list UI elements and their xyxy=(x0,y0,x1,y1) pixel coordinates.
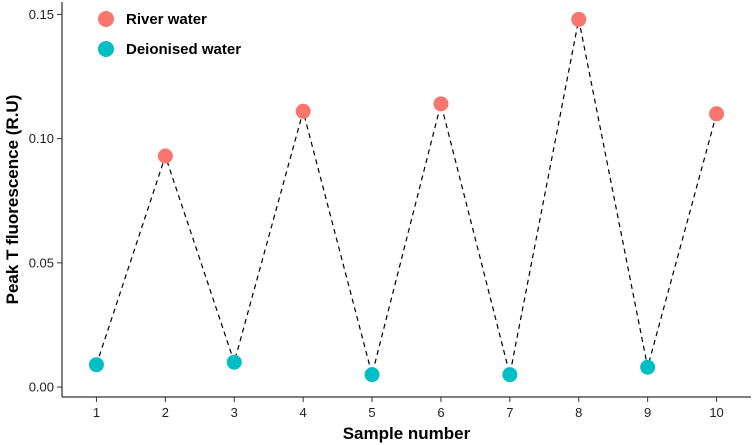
x-tick-label: 4 xyxy=(300,405,307,420)
y-tick-label: 0.05 xyxy=(29,255,54,270)
data-point xyxy=(226,354,242,370)
y-tick-label: 0.00 xyxy=(29,380,54,395)
data-point xyxy=(640,359,656,375)
y-tick-label: 0.10 xyxy=(29,131,54,146)
plot-frame xyxy=(61,2,751,398)
x-tick-label: 6 xyxy=(437,405,444,420)
y-axis-title: Peak T fluorescence (R.U) xyxy=(3,95,22,305)
x-tick-label: 9 xyxy=(644,405,651,420)
x-tick-label: 1 xyxy=(93,405,100,420)
x-tick-label: 5 xyxy=(368,405,375,420)
y-tick-label: 0.15 xyxy=(29,7,54,22)
x-tick-label: 2 xyxy=(162,405,169,420)
x-axis-title: Sample number xyxy=(343,424,471,443)
x-tick-label: 8 xyxy=(575,405,582,420)
data-points xyxy=(88,11,725,383)
y-axis: 0.00 0.05 0.10 0.15 xyxy=(29,7,62,395)
connecting-dashed-line xyxy=(95,19,718,375)
series-connecting-line xyxy=(95,19,718,375)
x-tick-label: 3 xyxy=(231,405,238,420)
x-axis: 1 2 3 4 5 6 7 8 9 10 xyxy=(93,397,724,420)
x-tick-label: 10 xyxy=(709,405,723,420)
data-point xyxy=(502,367,518,383)
legend-marker xyxy=(98,41,114,57)
data-point xyxy=(571,11,587,27)
data-point xyxy=(295,103,311,119)
data-point xyxy=(709,106,725,122)
legend-label: River water xyxy=(126,11,207,28)
data-point xyxy=(433,96,449,112)
data-point xyxy=(157,148,173,164)
legend: River water Deionised water xyxy=(98,11,241,58)
legend-label: Deionised water xyxy=(126,41,241,58)
x-tick-label: 7 xyxy=(506,405,513,420)
data-point xyxy=(88,357,104,373)
legend-marker xyxy=(98,11,114,27)
data-point xyxy=(364,367,380,383)
